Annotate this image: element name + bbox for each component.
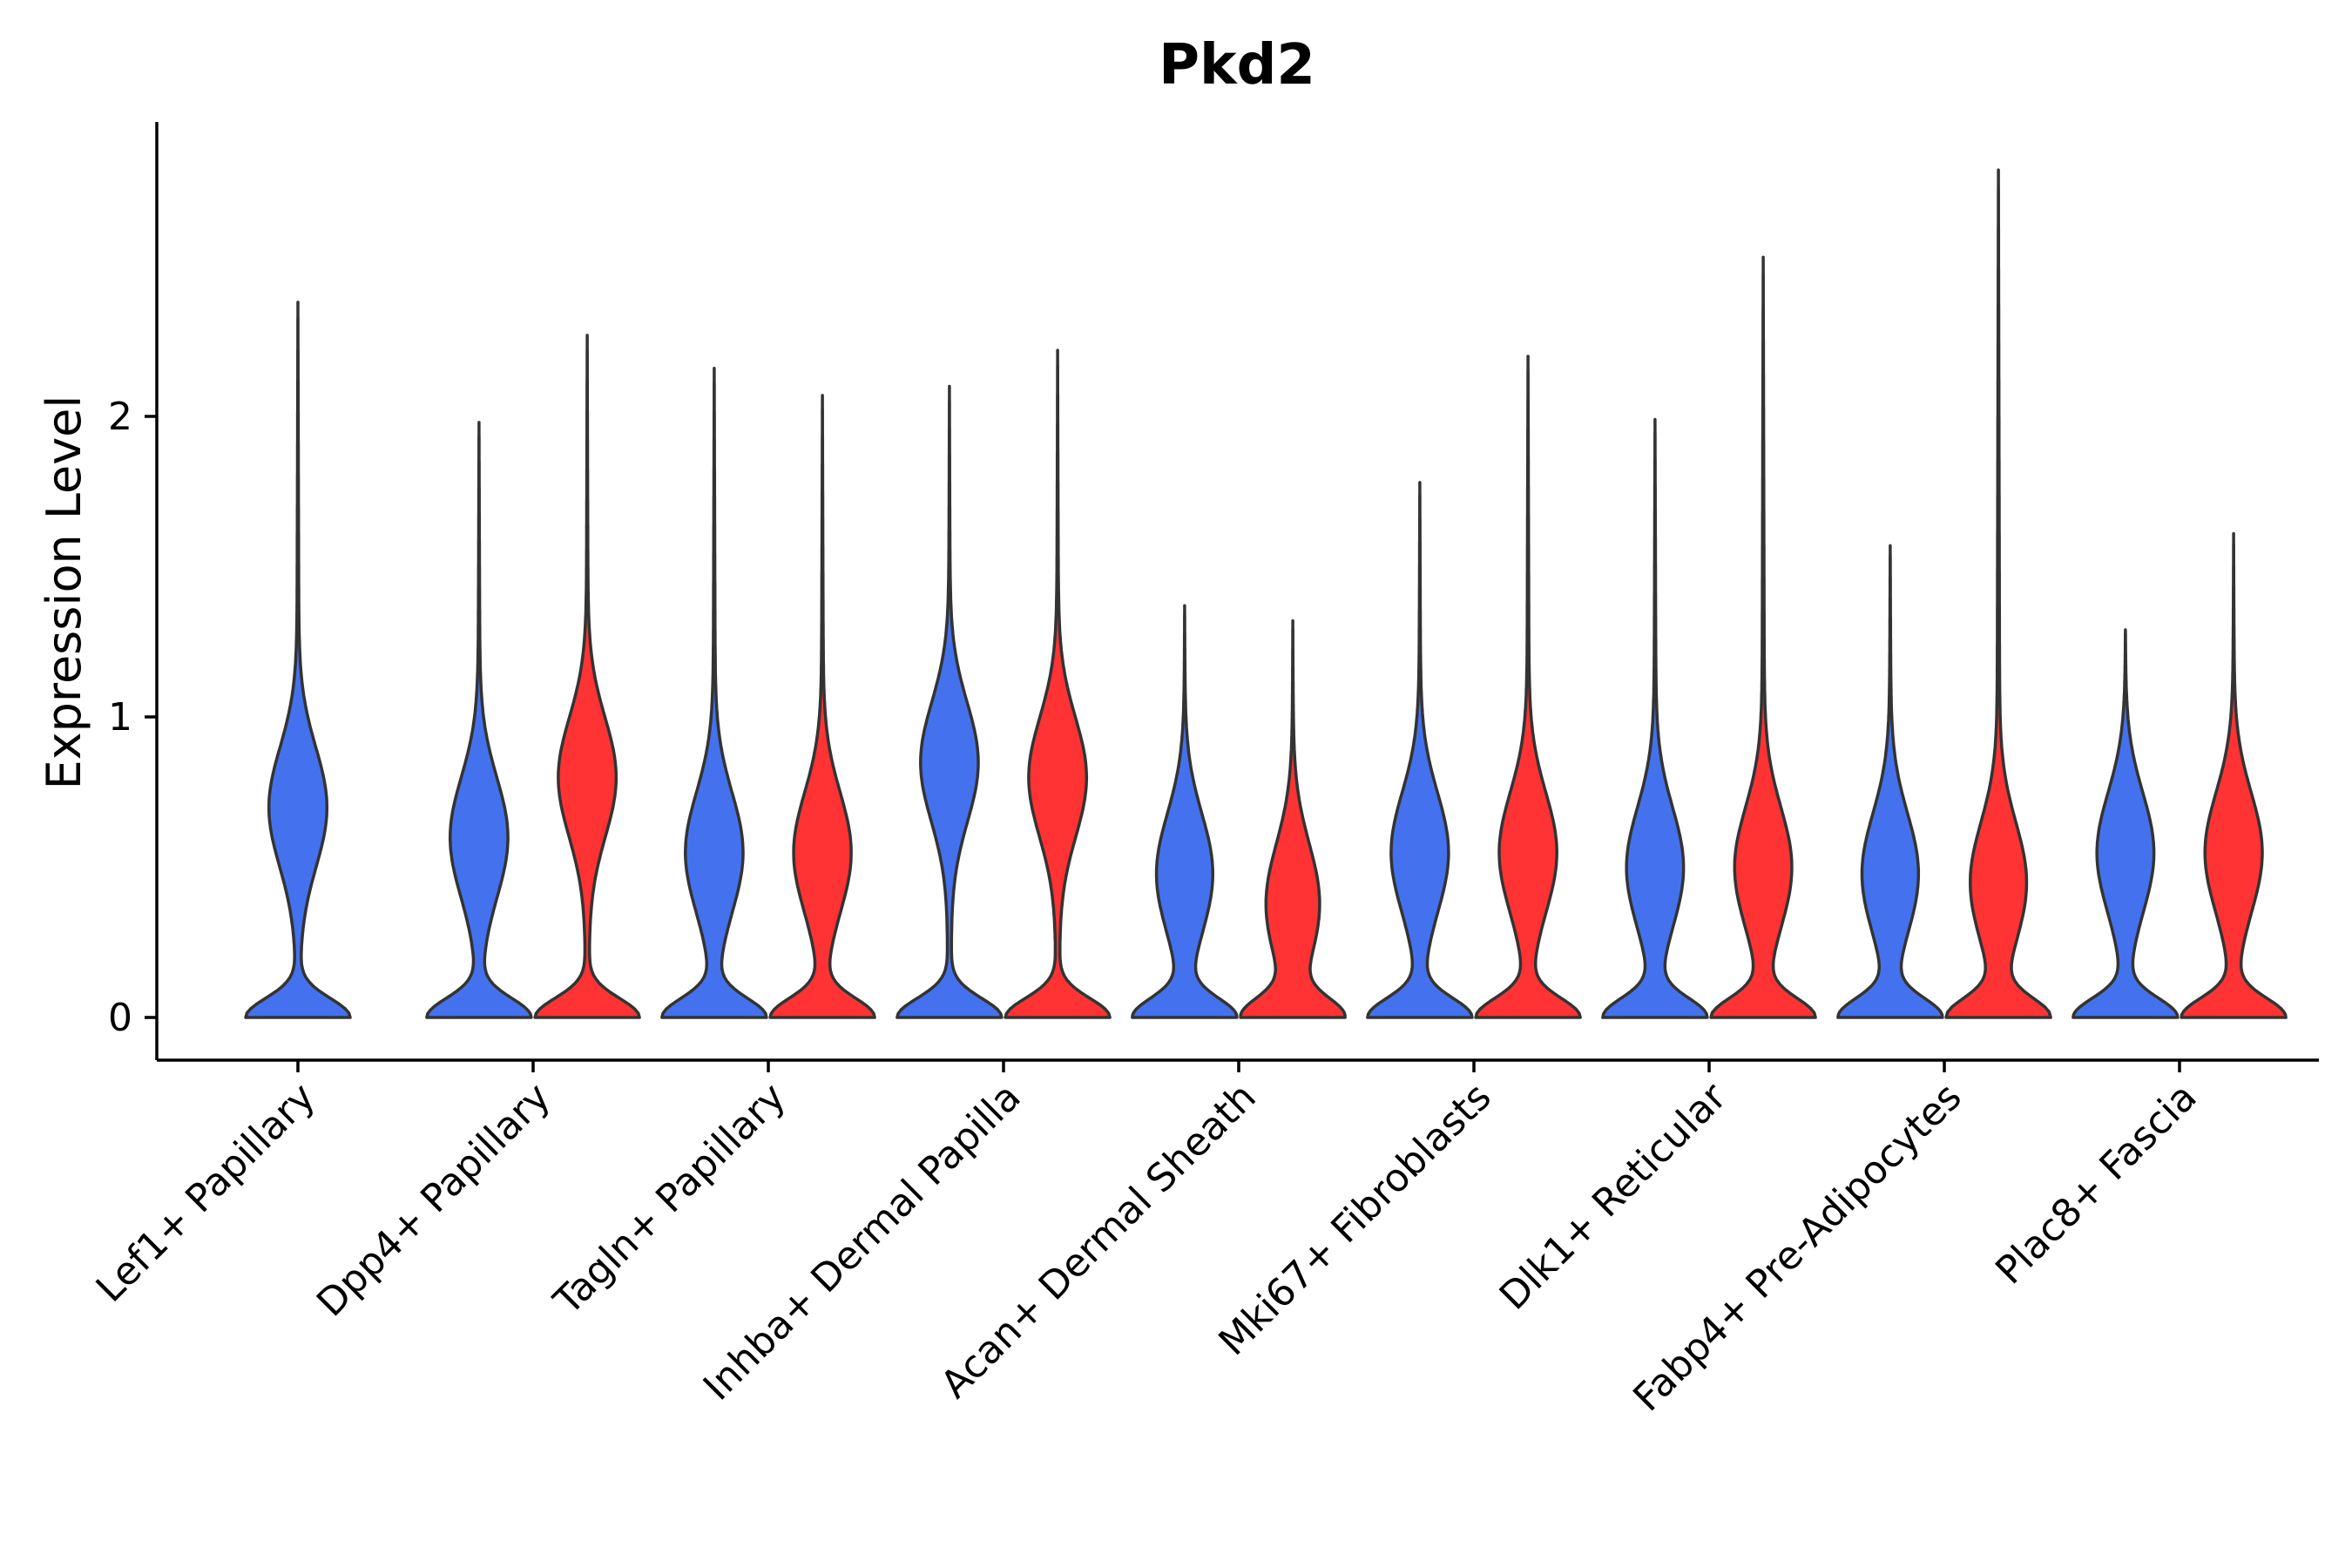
violin-group2 (533, 334, 641, 1019)
violin-group1 (1131, 604, 1239, 1019)
violin-group1 (244, 301, 352, 1019)
violin-group2 (1709, 255, 1817, 1019)
x-tick-label: Lef1+ Papillary (88, 1075, 324, 1311)
x-tick-label: Mki67+ Fibroblasts (1210, 1075, 1499, 1364)
violin-group1 (1366, 481, 1474, 1019)
violin-group2 (768, 394, 876, 1019)
violin-group1 (660, 367, 768, 1019)
y-tick-label: 1 (108, 695, 132, 740)
x-tick-label: Plac8+ Fascia (1987, 1075, 2206, 1294)
violin-group1 (2072, 628, 2180, 1019)
x-tick-label: Dlk1+ Reticular (1491, 1074, 1736, 1319)
chart-title: Pkd2 (1159, 33, 1315, 98)
y-axis-label: Expression Level (37, 395, 91, 790)
violin-group2 (1944, 168, 2052, 1019)
violin-group2 (1239, 618, 1347, 1019)
violin-group1 (1601, 417, 1709, 1019)
violin-group1 (1836, 544, 1944, 1019)
y-tick-label: 2 (108, 395, 132, 439)
violin-group2 (2180, 531, 2288, 1019)
x-tick-label: Dpp4+ Papillary (308, 1075, 559, 1326)
x-tick-label: Tagln+ Papillary (545, 1075, 794, 1324)
violin-group1 (896, 384, 1004, 1019)
y-tick-label: 0 (108, 996, 132, 1040)
violin-series (244, 168, 2288, 1019)
violin-group2 (1004, 348, 1112, 1019)
violin-group2 (1474, 355, 1582, 1019)
violin-group1 (425, 421, 533, 1019)
y-axis-ticks: 0 1 2 (108, 395, 157, 1040)
